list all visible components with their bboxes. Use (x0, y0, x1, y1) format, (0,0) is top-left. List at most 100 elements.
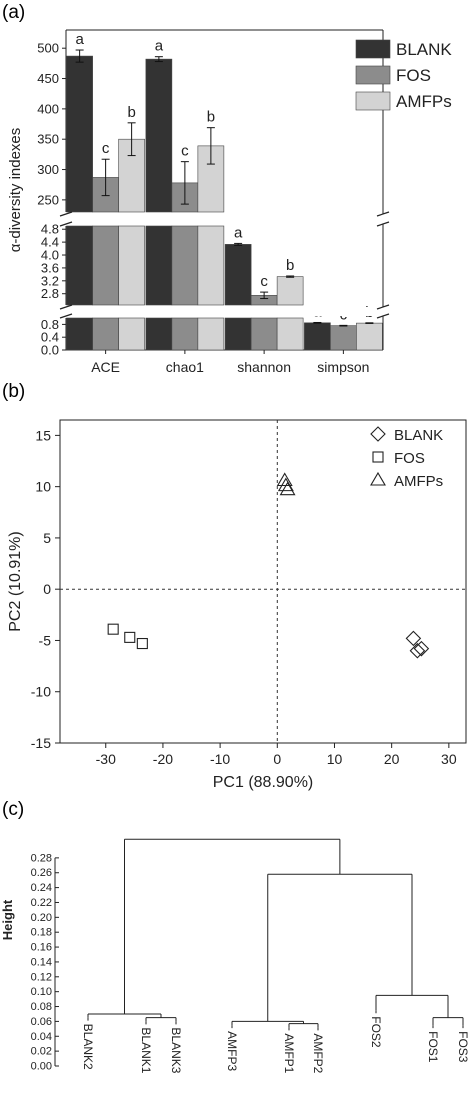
leaf-label: FOS3 (456, 1031, 470, 1063)
y-tick-label-a: 2.8 (41, 286, 59, 301)
y-tick-label-c: 0.20 (31, 912, 52, 924)
legend-label-b: FOS (394, 450, 425, 467)
y-tick-label-a: 4.0 (41, 248, 59, 263)
x-tick-label-b: 30 (441, 751, 457, 767)
bar-FOS-chao1 (171, 225, 199, 306)
point-FOS (107, 623, 119, 635)
axis-break-mark (376, 313, 390, 319)
x-tick-label-a: chao1 (166, 359, 204, 375)
panel-c-label: (c) (2, 799, 24, 820)
y-tick-label-b: 15 (35, 427, 51, 443)
axis-break-mark (376, 211, 390, 217)
bar-BLANK-ACE (66, 225, 93, 306)
y-tick-label-c: 0.02 (31, 1046, 52, 1058)
bar-BLANK-ACE (66, 55, 93, 213)
legend-marker-BLANK (370, 426, 386, 442)
bar-AMFPs-ACE (118, 317, 145, 351)
y-tick-label-c: 0.18 (31, 927, 52, 939)
axis-break-mark (376, 221, 390, 227)
bar-AMFPs-shannon-lower (276, 317, 304, 351)
y-tick-label-c: 0.16 (31, 942, 52, 954)
point-AMFPs (279, 481, 296, 496)
point-BLANK (405, 630, 422, 647)
leaf-label: BLANK2 (81, 1024, 95, 1070)
bar-AMFPs-chao1 (197, 225, 225, 306)
y-tick-label-a: 3.2 (41, 273, 59, 288)
point-BLANK (409, 642, 426, 659)
legend-label-b: AMFPs (394, 473, 443, 490)
legend-swatch-BLANK (355, 39, 391, 59)
legend-marker-AMFPs (370, 471, 386, 486)
axis-break-gap (58, 214, 385, 224)
significance-letter: c (102, 140, 110, 157)
y-tick-label-a: 4.4 (41, 235, 59, 250)
bar-FOS-simpson (330, 325, 357, 351)
y-tick-label-c: 0.00 (31, 1061, 52, 1073)
y-tick-label-a: 300 (37, 162, 59, 177)
leaf-label: BLANK3 (169, 1027, 183, 1073)
significance-letter: c (181, 143, 189, 160)
y-tick-label-c: 0.28 (31, 852, 52, 864)
legend-label-a: AMFPs (396, 92, 452, 111)
bar-BLANK-shannon-lower (224, 317, 252, 351)
y-tick-label-c: 0.14 (31, 956, 52, 968)
y-tick-label-c: 0.10 (31, 986, 52, 998)
y-tick-label-c: 0.08 (31, 1001, 52, 1013)
point-BLANK (413, 640, 430, 657)
bar-AMFPs-ACE (118, 225, 145, 306)
legend-swatch-AMFPs (355, 91, 391, 111)
y-tick-label-b: -5 (39, 632, 52, 648)
x-tick-label-a: simpson (317, 359, 369, 375)
y-tick-label-b: 0 (43, 581, 51, 597)
y-tick-label-a: 400 (37, 101, 59, 116)
point-FOS (124, 631, 136, 643)
x-tick-label-b: 10 (327, 751, 343, 767)
significance-letter: a (75, 31, 84, 48)
legend-label-b: BLANK (394, 427, 443, 444)
y-tick-label-a: 500 (37, 41, 59, 56)
axis-break-gap (58, 307, 385, 316)
y-tick-label-b: -15 (31, 735, 51, 751)
axis-break-mark (59, 211, 73, 217)
leaf-label: FOS2 (369, 1016, 383, 1048)
y-tick-label-a: 4.8 (41, 222, 59, 237)
y-tick-label-a: 0.0 (41, 343, 59, 358)
chart-a-bar-chart: 2503003504004505002.83.23.64.04.44.80.00… (7, 29, 452, 375)
legend-label-a: BLANK (396, 40, 452, 59)
leaf-label: BLANK1 (139, 1027, 153, 1073)
axis-break-mark (376, 304, 390, 310)
axis-break-mark (59, 221, 73, 227)
x-tick-label-b: 0 (273, 751, 281, 767)
y-tick-label-a: 250 (37, 192, 59, 207)
significance-letter: c (260, 273, 268, 290)
x-tick-label-b: -20 (153, 751, 173, 767)
bar-FOS-chao1 (171, 317, 199, 351)
significance-letter: b (207, 109, 215, 126)
y-tick-label-c: 0.12 (31, 971, 52, 983)
x-axis-label-b: PC1 (88.90%) (213, 774, 314, 791)
y-tick-label-c: 0.04 (31, 1031, 52, 1043)
legend-swatch-FOS (355, 65, 391, 85)
bar-BLANK-ACE (66, 317, 93, 351)
y-tick-label-c: 0.26 (31, 867, 52, 879)
significance-letter: b (127, 104, 135, 121)
leaf-label: FOS1 (426, 1031, 440, 1063)
axis-break-mark (59, 304, 73, 310)
y-tick-label-a: 450 (37, 71, 59, 86)
chart-b-pca-scatter: -30 -20 -10 0 10 20 30 -15 -10 -5 0 5 10 15 PC1 (88.90… (7, 419, 467, 791)
chart-c-dendrogram: 0.00 0.02 0.04 0.06 0.08 0.10 0.12 0.14 0.16 0.18… (0, 838, 470, 1074)
y-tick-label-a: 350 (37, 132, 59, 147)
bar-AMFPs-simpson (356, 322, 383, 351)
bar-BLANK-chao1 (145, 225, 173, 306)
bar-BLANK-simpson (304, 322, 331, 351)
plot-frame-b (59, 419, 467, 744)
x-tick-label-b: -30 (96, 751, 116, 767)
leaf-label: AMFP2 (311, 1033, 325, 1073)
x-tick-label-b: 20 (384, 751, 400, 767)
y-axis-label-a: α-diversity indexes (7, 128, 24, 253)
x-tick-label-b: -10 (210, 751, 230, 767)
y-tick-label-a: 0.8 (41, 317, 59, 332)
y-tick-label-c: 0.24 (31, 882, 52, 894)
bar-AMFPs-shannon (276, 276, 304, 306)
